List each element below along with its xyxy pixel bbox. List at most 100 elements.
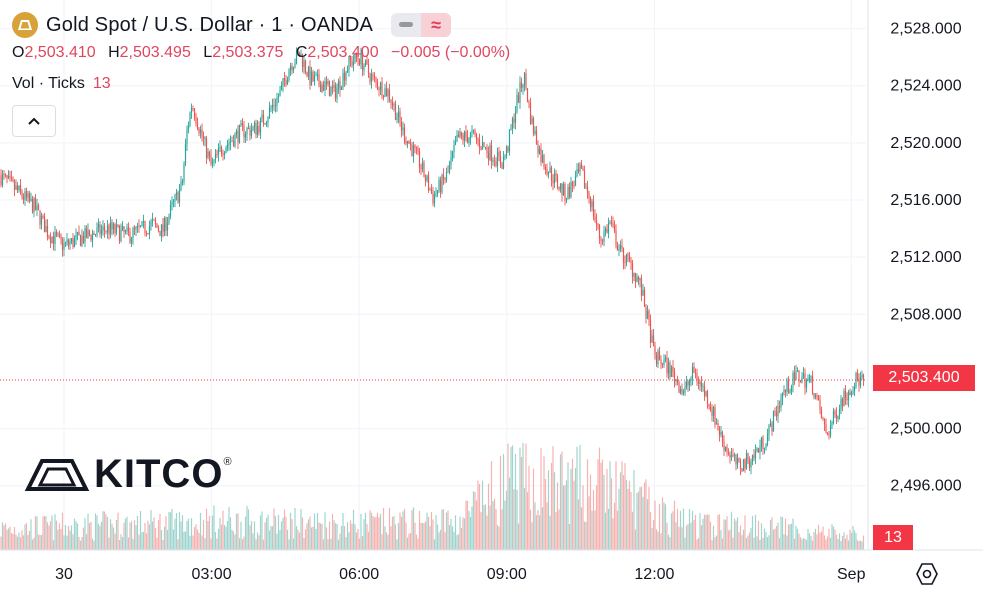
candle-body [171,202,173,206]
volume-bar [549,515,551,550]
volume-bar [600,462,602,550]
candle-body [657,351,659,365]
volume-bar [657,531,659,550]
candle-body [312,71,314,81]
candle-body [519,82,521,103]
volume-bar [709,521,712,550]
candle-body [117,224,119,226]
volume-bar [765,532,767,550]
candle-body [465,131,467,138]
candle-body [862,374,865,380]
candle-body [207,151,209,158]
volume-bar [166,530,169,550]
volume-bar [793,538,796,550]
volume-bar [172,529,175,550]
collapse-legend-button[interactable] [12,105,56,137]
volume-bar [660,533,662,550]
time-axis[interactable]: 30 03:00 06:00 09:00 12:00 Sep [55,566,866,583]
candle-body [84,228,86,243]
candle-body [610,222,613,224]
volume-bar [649,511,652,550]
volume-bar [568,523,571,550]
volume-bar [235,513,238,550]
candle-body [43,216,46,233]
volume-bar [714,537,716,550]
candle-body [247,127,250,129]
candle-body [184,144,187,164]
volume-bar [483,505,485,550]
candle-body [681,389,683,394]
candle-body [849,392,851,396]
candle-body [93,233,95,236]
volume-bar [346,522,349,550]
volume-bar [510,447,512,550]
candle-body [852,391,854,394]
volume-bar [853,530,856,550]
candle-body [468,138,470,143]
volume-bar [523,487,526,550]
candle-body [492,160,494,162]
volume-bar [751,515,754,550]
volume-bar [645,479,647,550]
volume-bar [456,534,458,550]
minus-icon[interactable] [391,13,422,37]
volume-bar [588,496,590,550]
volume-bar [288,539,290,550]
volume-bar [739,525,742,550]
volume-bar [753,537,755,550]
candle-body [361,52,364,70]
candle-body [834,410,836,415]
volume-bar [222,510,224,550]
volume-bar [432,519,434,550]
candle-body [598,225,601,239]
volume-bar [231,529,233,550]
candle-body [541,155,544,163]
volume-bar [6,529,8,550]
candle-body [135,226,137,230]
volume-bar [472,491,475,550]
volume-bar [163,526,166,550]
candle-body [549,167,551,173]
legend-toggle-group[interactable]: ≈ [391,13,452,37]
candle-body [9,175,11,178]
candle-body [475,134,478,140]
candle-body [123,226,125,233]
candle-body [81,236,83,246]
candle-body [399,111,401,122]
volume-bar [375,516,377,550]
candle-body [673,371,676,382]
price-tick-label: 2,500.000 [890,421,961,438]
volume-bar [103,511,106,550]
volume-bar [633,470,635,550]
candle-body [826,432,829,436]
candle-body [588,193,590,198]
candle-body [283,78,286,81]
price-axis[interactable]: 2,496.000 2,500.000 2,508.000 2,512.000 2,51… [890,21,961,495]
candle-body [559,183,562,190]
candle-body [199,129,202,134]
volume-bar [682,508,685,550]
last-volume-tag: 13 [873,525,913,550]
candle-body [438,179,440,191]
candle-body [579,164,581,172]
volume-bar [286,529,289,550]
volume-bar [610,478,613,550]
volume-bar [444,532,446,550]
candle-body [516,94,518,112]
volume-bar [618,488,620,550]
symbol-title[interactable]: Gold Spot / U.S. Dollar · 1 · OANDA [46,13,374,36]
volume-bar [415,534,418,550]
candle-body [622,247,625,263]
wave-icon[interactable]: ≈ [421,13,452,37]
volume-bar [850,532,853,550]
volume-bar [34,516,37,550]
volume-bar [639,487,641,550]
volume-bar [195,524,197,550]
volume-bar [189,535,191,550]
candle-body [148,226,151,235]
candle-body [571,181,574,186]
settings-icon[interactable] [914,561,940,587]
candle-body [723,441,725,451]
volume-bar [214,531,217,550]
